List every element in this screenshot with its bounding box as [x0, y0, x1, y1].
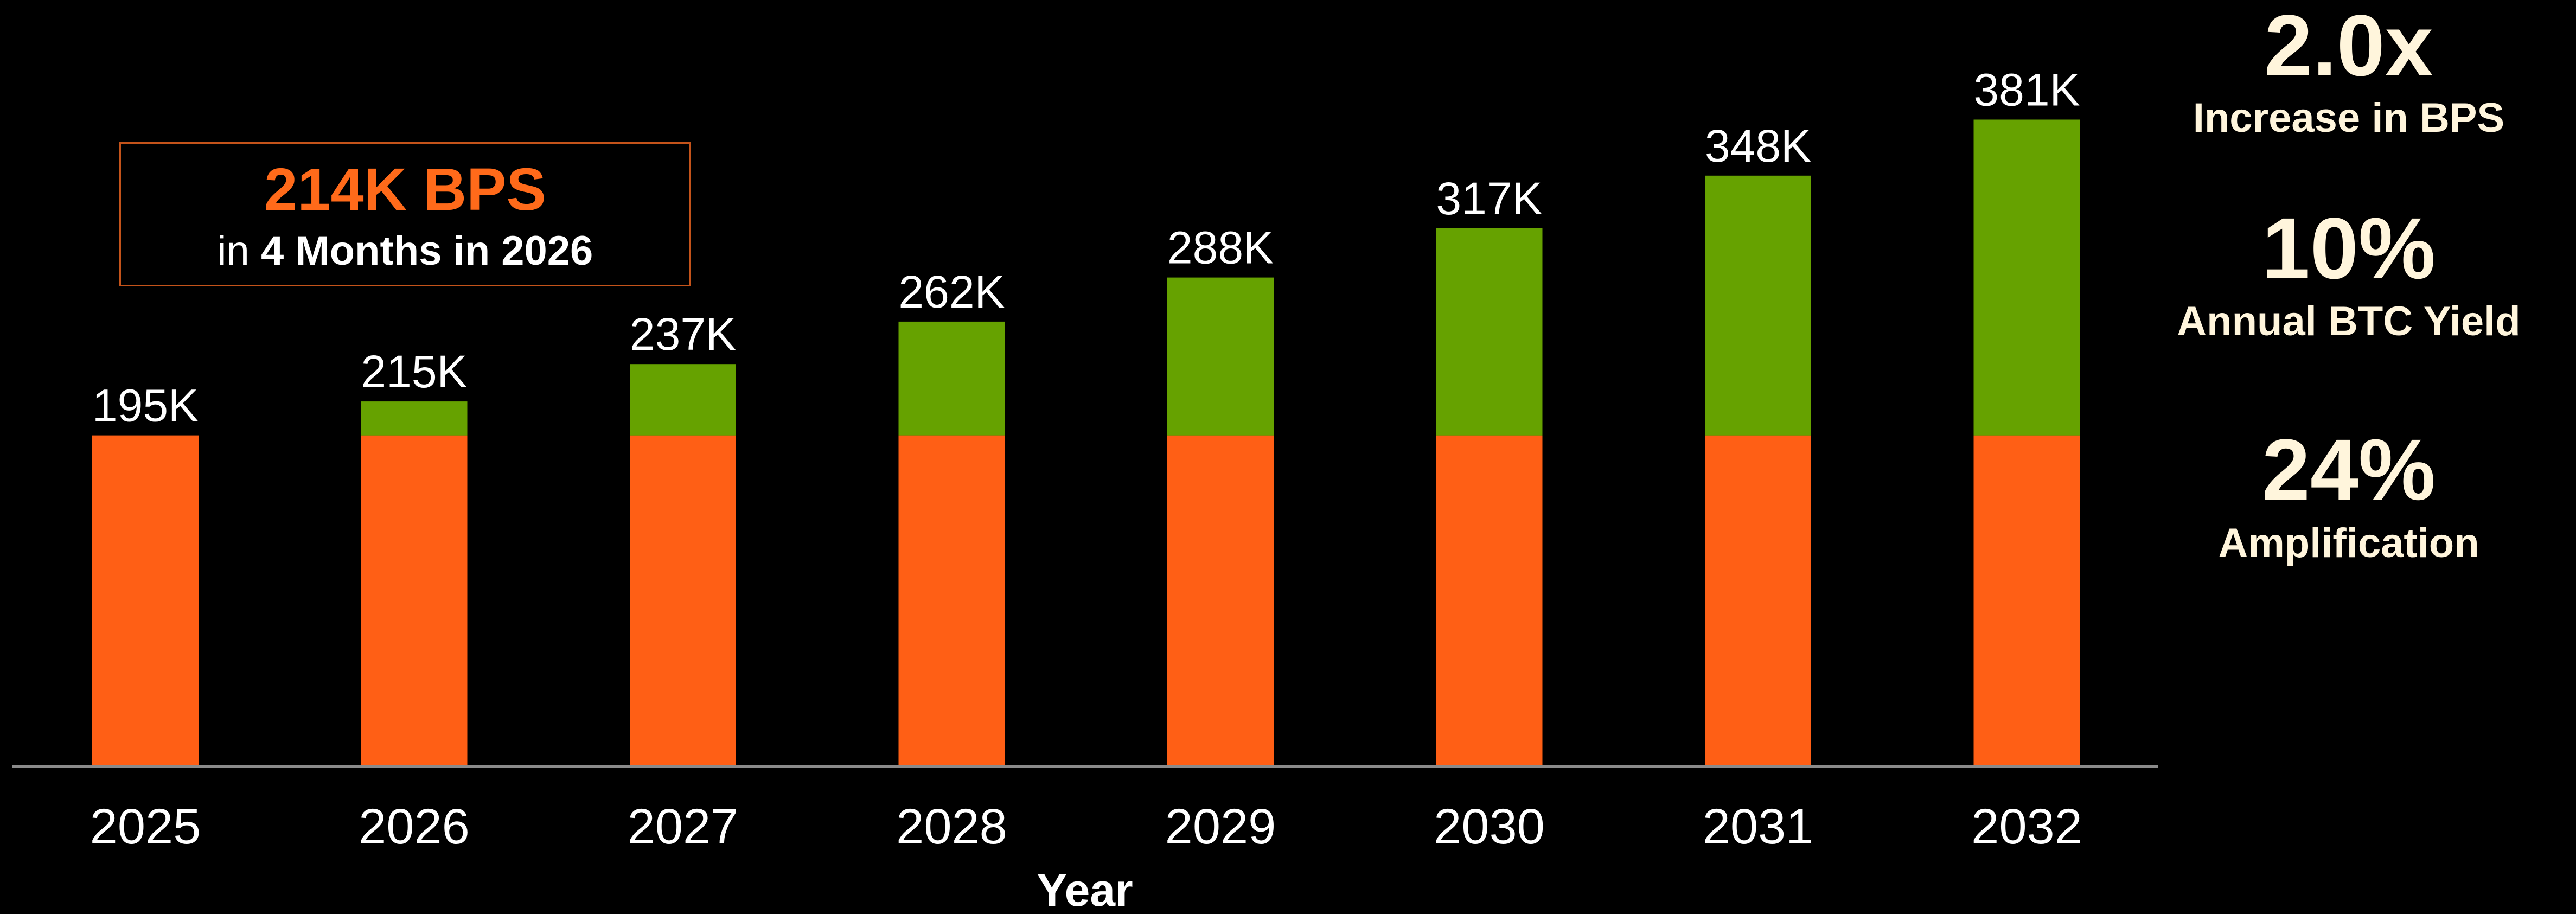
x-tick-label-2026: 2026: [359, 799, 470, 854]
data-label-2027: 237K: [630, 309, 736, 360]
callout-emphasis: 4 Months in 2026: [260, 228, 593, 274]
x-tick-label-2025: 2025: [90, 799, 201, 854]
data-label-2032: 381K: [1973, 65, 2080, 116]
bar-base-2032: [1973, 435, 2080, 766]
bar-base-2031: [1705, 435, 1811, 766]
bar-base-2029: [1167, 435, 1274, 766]
x-tick-label-2031: 2031: [1703, 799, 1814, 854]
x-tick-label-2027: 2027: [628, 799, 739, 854]
data-label-2026: 215K: [361, 346, 467, 397]
bar-growth-2029: [1167, 277, 1274, 436]
bar-growth-2027: [630, 364, 736, 436]
data-label-2031: 348K: [1705, 120, 1811, 171]
x-tick-label-2032: 2032: [1971, 799, 2082, 854]
labels-layer: 195K 2025 215K 2026 237K 2027 262K 2028 288K 2029…: [90, 65, 2082, 855]
x-axis-title: Year: [1037, 865, 1133, 914]
x-tick-label-2028: 2028: [896, 799, 1007, 854]
bar-growth-2026: [361, 401, 468, 436]
bar-base-2028: [898, 435, 1005, 766]
x-tick-label-2030: 2030: [1434, 799, 1545, 854]
stat-bps-increase-label: Increase in BPS: [2193, 95, 2505, 141]
stat-amplification-value: 24%: [2261, 421, 2436, 518]
stat-btc-yield-value: 10%: [2261, 200, 2436, 297]
bar-growth-2030: [1436, 228, 1543, 436]
stat-amplification-label: Amplification: [2218, 520, 2479, 566]
stat-bps-increase-value: 2.0x: [2264, 0, 2433, 94]
stat-btc-yield-label: Annual BTC Yield: [2177, 298, 2521, 344]
bar-base-2030: [1436, 435, 1543, 766]
bar-base-2025: [92, 435, 199, 766]
data-label-2028: 262K: [898, 266, 1005, 317]
bar-base-2027: [630, 435, 736, 766]
x-tick-label-2029: 2029: [1165, 799, 1276, 854]
data-label-2025: 195K: [92, 380, 199, 431]
bar-growth-2032: [1973, 119, 2080, 436]
callout-box: 214K BPS in 4 Months in 2026: [119, 142, 691, 286]
data-label-2029: 288K: [1167, 222, 1274, 273]
data-label-2030: 317K: [1436, 173, 1542, 224]
callout-subtitle: in 4 Months in 2026: [121, 229, 689, 273]
callout-headline: 214K BPS: [264, 156, 546, 223]
bar-growth-2028: [898, 321, 1005, 436]
bars-layer: [92, 119, 2080, 766]
bar-base-2026: [361, 435, 468, 766]
callout-prefix: in: [217, 228, 261, 274]
bar-growth-2031: [1705, 175, 1811, 436]
